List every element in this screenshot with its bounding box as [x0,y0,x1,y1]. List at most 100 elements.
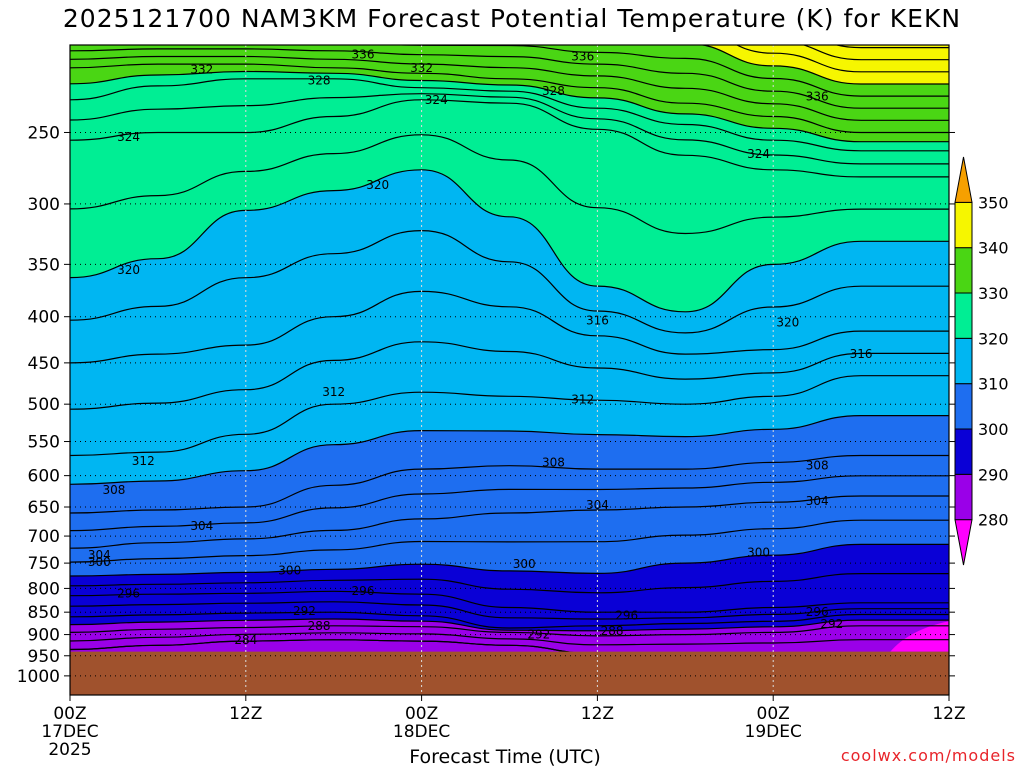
contour-label-292: 292 [527,628,550,642]
x-tick-label-60: 12Z [932,704,965,724]
fill-band-340-350 [70,45,949,85]
contour-label-296: 296 [806,605,829,619]
color-fill-layer [70,0,949,695]
contour-label-328: 328 [542,84,565,98]
contour-line-330 [70,70,949,143]
colorbar-label-320: 320 [978,329,1009,348]
contour-line-292 [70,611,949,629]
contour-label-304: 304 [586,498,609,512]
contour-line-342 [735,45,949,73]
x-tick-year-0: 2025 [48,740,91,760]
colorbar-segment-1 [954,473,973,521]
colorbar-label-280: 280 [978,511,1009,530]
contour-line-296 [70,590,949,613]
colorbar-segment-8 [954,156,973,203]
contour-label-288: 288 [308,619,331,633]
y-tick-label-300: 300 [28,195,60,215]
fill-band-350-above [70,0,949,45]
contour-line-324 [70,99,949,178]
colorbar-segment-2 [954,428,973,475]
x-tick-label-24: 00Z [405,704,438,724]
contour-label-312: 312 [132,454,155,468]
contour-label-316: 316 [850,347,873,361]
contour-line-326 [70,93,949,165]
colorbar [954,156,973,566]
contour-line-346 [834,45,949,49]
colorbar-label-290: 290 [978,465,1009,484]
y-tick-label-400: 400 [28,308,60,328]
y-tick-label-800: 800 [28,579,60,599]
x-tick-date-24: 18DEC [393,722,450,742]
contour-label-336: 336 [571,50,594,64]
y-tick-label-450: 450 [28,354,60,374]
fill-band-330-340 [70,45,949,142]
contour-label-320: 320 [117,263,140,277]
y-tick-label-1000: 1000 [17,667,60,687]
contour-label-304: 304 [190,519,213,533]
contour-label-320: 320 [776,316,799,330]
contour-label-288: 288 [601,624,624,638]
contour-label-312: 312 [571,392,594,406]
contour-label-312: 312 [322,385,345,399]
contour-line-294 [70,601,949,620]
contour-line-290 [70,618,949,632]
contour-label-308: 308 [102,483,125,497]
contour-label-296: 296 [117,586,140,600]
contour-label-292: 292 [820,617,843,631]
contour-label-304: 304 [806,494,829,508]
contour-line-312 [70,375,949,457]
y-tick-label-600: 600 [28,467,60,487]
contour-line-288 [70,625,949,637]
contour-label-308: 308 [806,459,829,473]
y-tick-label-250: 250 [28,123,60,143]
plot-frame [69,44,950,696]
colorbar-segment-3 [954,383,973,430]
contour-label-332: 332 [410,61,433,75]
contour-line-320 [70,169,949,313]
y-tick-label-500: 500 [28,395,60,415]
contour-line-306 [70,475,949,532]
contour-line-322 [70,134,949,235]
contour-line-334 [70,55,949,121]
contour-label-316: 316 [586,314,609,328]
x-tick-label-48: 00Z [757,704,790,724]
contour-label-336: 336 [352,48,375,62]
y-tick-label-950: 950 [28,647,60,667]
contour-line-302 [70,519,949,563]
y-tick-label-550: 550 [28,433,60,453]
contour-label-292: 292 [293,604,316,618]
colorbar-segment-5 [954,292,973,339]
x-axis-title: Forecast Time (UTC) [409,746,601,768]
contour-label-284: 284 [234,633,257,647]
x-tick-date-48: 19DEC [745,722,802,742]
contour-line-340 [698,45,949,85]
y-tick-label-650: 650 [28,498,60,518]
contour-line-304 [70,495,949,549]
colorbar-label-340: 340 [978,239,1009,258]
y-tick-label-750: 750 [28,554,60,574]
colorbar-segment-7 [954,201,973,249]
chart-title: 2025121700 NAM3KM Forecast Potential Tem… [62,4,962,33]
contour-label-324: 324 [117,130,140,144]
colorbar-label-350: 350 [978,193,1009,212]
contour-label-300: 300 [278,563,301,577]
contour-label-304: 304 [88,548,111,562]
contour-label-300: 300 [88,555,111,569]
ground-fill [70,651,949,695]
contour-line-308 [70,454,949,514]
contour-line-314 [70,341,949,410]
y-tick-label-900: 900 [28,626,60,646]
contour-label-300: 300 [513,557,536,571]
contour-line-310 [70,414,949,485]
contour-label-308: 308 [542,455,565,469]
x-tick-date-0: 17DEC [41,722,98,742]
contour-label-300: 300 [747,546,770,560]
contour-label-296: 296 [615,608,638,622]
contour-label-328: 328 [308,74,331,88]
contour-line-298 [70,572,949,594]
x-tick-label-36: 12Z [581,704,614,724]
colorbar-segment-0 [954,519,973,566]
contour-label-324: 324 [425,93,448,107]
contour-line-336 [70,48,949,109]
